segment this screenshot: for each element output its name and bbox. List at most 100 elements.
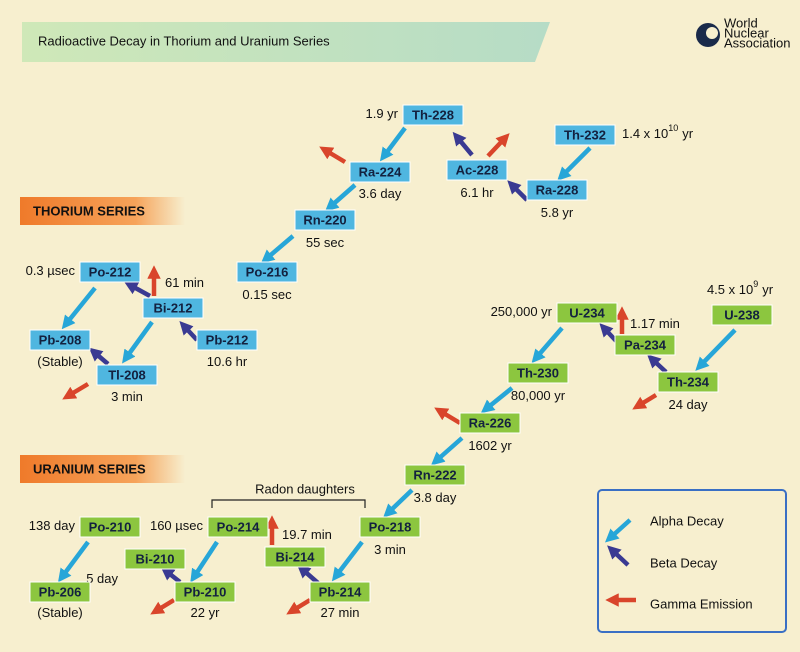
arrow (57, 540, 90, 583)
node-label: Th-228 (412, 107, 454, 122)
half-life-value: 0.3 µsec (26, 263, 76, 278)
arrow (604, 518, 632, 543)
half-life: (Stable) (37, 605, 83, 620)
series-label-box (20, 197, 185, 225)
node-box (459, 412, 521, 434)
half-life-value: 61 min (165, 275, 204, 290)
node-label: Po-216 (246, 264, 289, 279)
arrow (124, 281, 152, 298)
legend-label: Alpha Decay (650, 513, 724, 528)
node-label: Pb-208 (39, 332, 82, 347)
node-label: Tl-208 (108, 367, 146, 382)
bracket (211, 499, 366, 508)
half-life-value: 10.6 hr (207, 354, 248, 369)
legend-label: Beta Decay (650, 555, 718, 570)
node-box (96, 364, 158, 386)
logo-text: Association (724, 35, 790, 50)
arrow (607, 545, 630, 567)
node-label: Rn-220 (303, 212, 346, 227)
node-label: Rn-222 (413, 467, 456, 482)
node-label: Bi-212 (153, 300, 192, 315)
arrow (434, 407, 462, 425)
half-life-value: 3 min (374, 542, 406, 557)
half-life: 24 day (668, 397, 708, 412)
node-label: Pb-206 (39, 584, 82, 599)
node-label: Po-214 (217, 519, 260, 534)
node-box (196, 329, 258, 351)
half-life: 160 µsec (150, 518, 204, 533)
half-life: 19.7 min (282, 527, 332, 542)
half-life: 3 min (111, 389, 143, 404)
node-box (207, 516, 269, 538)
node-box (711, 304, 773, 326)
node-label: Ra-224 (359, 164, 402, 179)
half-life: 138 day (29, 518, 76, 533)
half-life-value: 1.9 yr (365, 106, 398, 121)
half-life: 4.5 x 109 yr (707, 279, 774, 297)
node-box (124, 548, 186, 570)
half-life-value: 1.17 min (630, 316, 680, 331)
arrow (452, 131, 474, 157)
node-label: Ra-228 (536, 182, 579, 197)
half-life: 27 min (320, 605, 359, 620)
node-box (556, 302, 618, 324)
node-box (349, 161, 411, 183)
half-life-unit: yr (682, 126, 694, 141)
title-box (22, 22, 550, 62)
half-life-value: 250,000 yr (491, 304, 553, 319)
arrow (296, 564, 320, 585)
node-box (264, 546, 326, 568)
half-life-value: 3.8 day (414, 490, 457, 505)
node-label: U-234 (569, 305, 605, 320)
node-box (174, 581, 236, 603)
node-label: Th-230 (517, 365, 559, 380)
node-box (507, 362, 569, 384)
half-life: 55 sec (306, 235, 345, 250)
half-life-unit: yr (762, 282, 774, 297)
node-label: Po-212 (89, 264, 132, 279)
half-life: 1.4 x 1010 yr (622, 123, 694, 141)
half-life: 1602 yr (468, 438, 512, 453)
node-box (554, 124, 616, 146)
node-label: Pb-210 (184, 584, 227, 599)
series-label-box (20, 455, 185, 483)
arrow (319, 146, 347, 164)
node-box (359, 516, 421, 538)
node-label: Bi-214 (275, 549, 315, 564)
node-box (309, 581, 371, 603)
annotation: Radon daughters (255, 481, 355, 496)
arrow (88, 347, 110, 366)
arrow (531, 326, 564, 364)
arrow (160, 566, 182, 584)
half-life-value: (Stable) (37, 354, 83, 369)
half-life-exponent: 10 (668, 123, 678, 133)
arrow (179, 321, 199, 342)
arrow (430, 436, 464, 466)
legend-label: Gamma Emission (650, 596, 753, 611)
half-life: 0.15 sec (242, 287, 292, 302)
half-life-value: 19.7 min (282, 527, 332, 542)
half-life-value: 80,000 yr (511, 388, 566, 403)
half-life-value: (Stable) (37, 605, 83, 620)
arrow (260, 234, 295, 264)
half-life: 250,000 yr (491, 304, 553, 319)
half-life-value: 160 µsec (150, 518, 204, 533)
series-label: THORIUM SERIES (33, 203, 145, 218)
half-life: (Stable) (37, 354, 83, 369)
half-life: 22 yr (191, 605, 221, 620)
node-box (79, 516, 141, 538)
half-life-value: 3.6 day (359, 186, 402, 201)
node-label: Bi-210 (135, 551, 174, 566)
node-label: Th-232 (564, 127, 606, 142)
half-life: 1.9 yr (365, 106, 398, 121)
arrow (150, 598, 176, 615)
title: Radioactive Decay in Thorium and Uranium… (38, 33, 330, 48)
node-label: Ac-228 (456, 162, 499, 177)
node-label: Pb-214 (319, 584, 362, 599)
half-life: 80,000 yr (511, 388, 566, 403)
arrow (557, 146, 592, 181)
series-label: URANIUM SERIES (33, 461, 146, 476)
half-life-value: 0.15 sec (242, 287, 292, 302)
arrow (286, 598, 312, 615)
